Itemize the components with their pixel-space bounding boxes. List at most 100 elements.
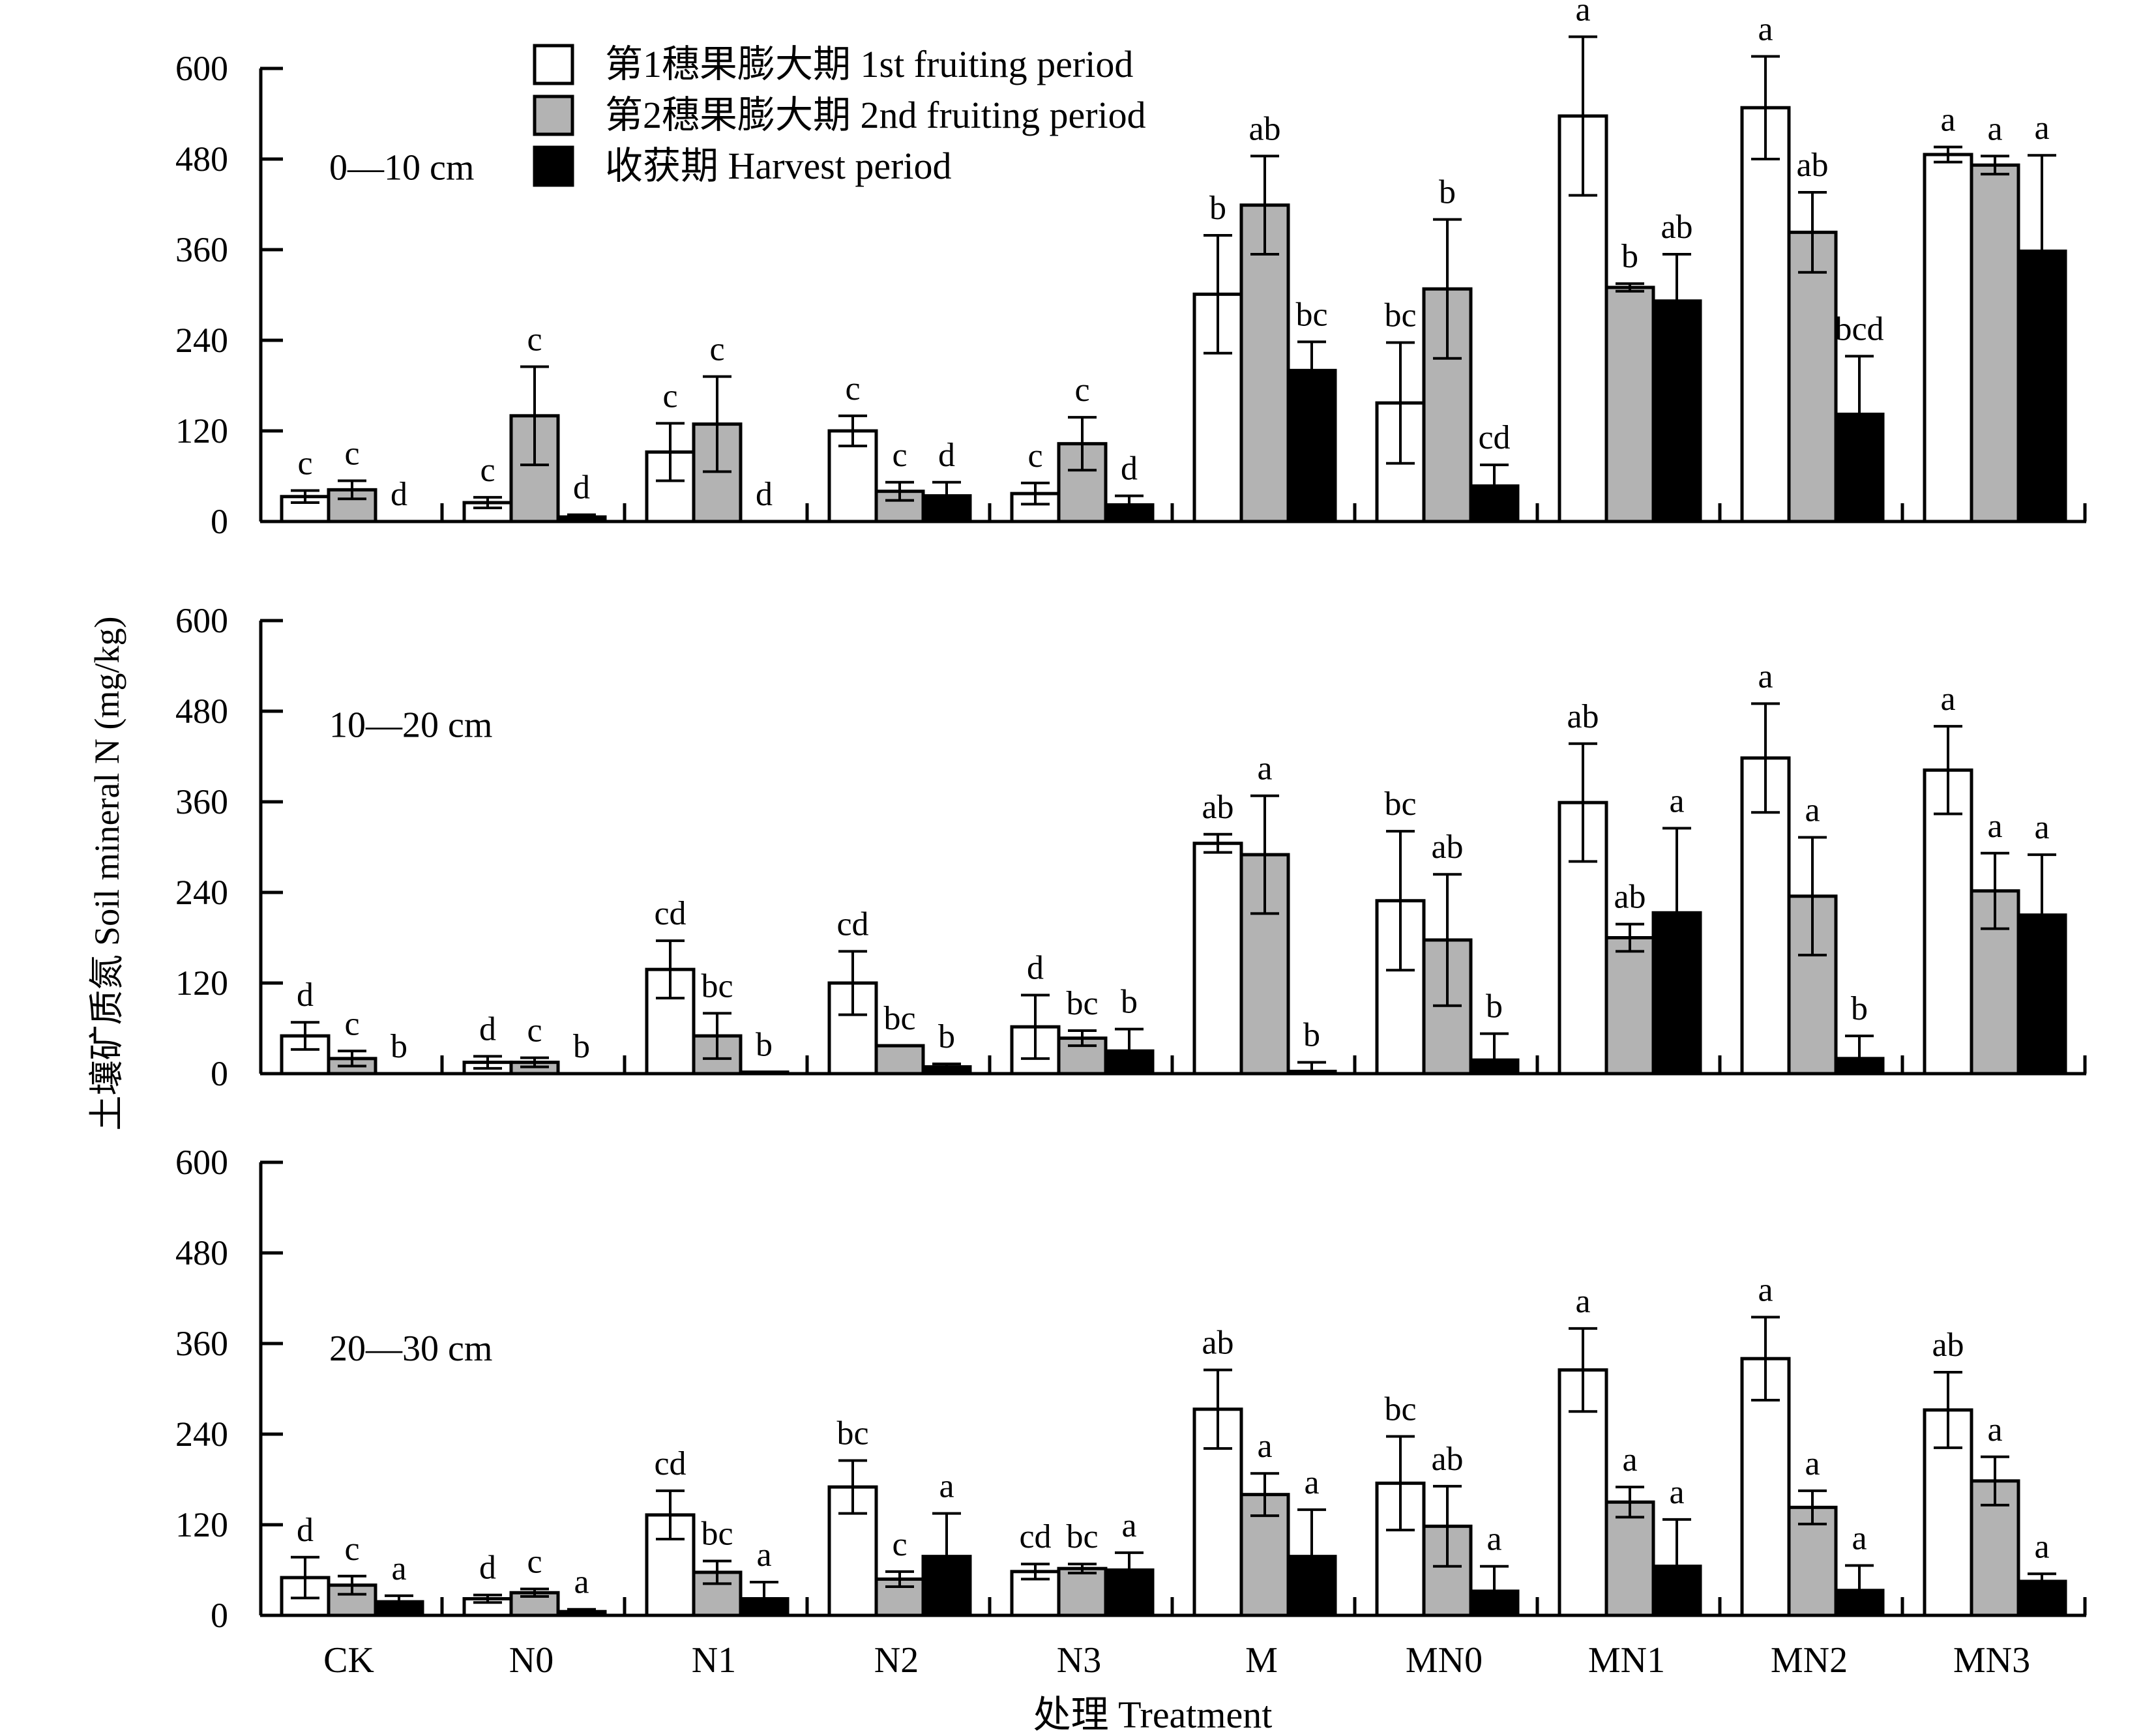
significance-letter: a [2034, 110, 2049, 147]
significance-letter: b [1851, 990, 1868, 1027]
legend-label: 第2穗果膨大期 2nd fruiting period [605, 94, 1146, 136]
significance-letter: b [1486, 988, 1503, 1025]
y-tick-label: 360 [175, 230, 228, 269]
significance-letter: a [1575, 0, 1590, 28]
y-tick-label: 600 [175, 49, 228, 88]
significance-letter: a [1805, 1445, 1820, 1482]
bar [1787, 230, 1838, 523]
significance-letter: a [1304, 1464, 1319, 1501]
x-tick-label: MN1 [1588, 1640, 1665, 1681]
panel-label: 10—20 cm [329, 705, 492, 746]
significance-letter: c [344, 1531, 359, 1568]
significance-letter: ab [1796, 147, 1828, 184]
significance-letter: ab [1202, 789, 1233, 826]
bar [1192, 842, 1243, 1076]
y-tick-label: 0 [211, 1596, 228, 1635]
significance-letter: a [1486, 1521, 1501, 1558]
bar [1787, 1505, 1838, 1617]
significance-letter: d [297, 977, 314, 1014]
significance-letter: c [709, 331, 724, 368]
bar [1604, 936, 1655, 1076]
significance-letter: cd [654, 895, 686, 932]
significance-letter: a [1257, 750, 1272, 787]
panel-label: 0—10 cm [329, 148, 474, 188]
significance-letter: a [756, 1536, 771, 1574]
significance-letter: a [1575, 1283, 1590, 1320]
significance-letter: b [573, 1028, 590, 1065]
significance-letter: a [1758, 10, 1773, 48]
significance-letter: c [662, 377, 677, 415]
legend-label: 第1穗果膨大期 1st fruiting period [605, 43, 1133, 85]
significance-letter: a [1622, 1441, 1637, 1478]
significance-letter: d [573, 469, 590, 507]
significance-letter: cd [836, 905, 868, 943]
significance-letter: a [1940, 101, 1955, 138]
significance-letter: c [480, 452, 495, 489]
y-tick-label: 360 [175, 782, 228, 821]
significance-letter: c [344, 435, 359, 472]
significance-letter: bc [1384, 786, 1416, 823]
bar [1923, 768, 1973, 1076]
legend-swatch [533, 95, 574, 136]
x-tick-label: CK [323, 1640, 374, 1681]
significance-letter: ab [1932, 1327, 1964, 1364]
significance-letter: d [479, 1010, 496, 1048]
bar [1923, 153, 1973, 523]
x-tick-label: N2 [874, 1640, 919, 1681]
x-tick-label: MN3 [1953, 1640, 2030, 1681]
significance-letter: c [527, 321, 542, 359]
significance-letter: d [479, 1550, 496, 1587]
significance-letter: a [391, 1550, 406, 1587]
significance-letter: b [756, 1027, 773, 1064]
significance-letter: ab [1248, 110, 1280, 147]
significance-letter: c [527, 1012, 542, 1050]
bar [1740, 106, 1791, 523]
significance-letter: a [574, 1564, 589, 1601]
y-tick-label: 240 [175, 873, 228, 912]
significance-letter: ab [1661, 209, 1692, 246]
significance-letter: b [1209, 190, 1226, 227]
significance-letter: c [1074, 372, 1089, 409]
significance-letter: c [892, 1526, 907, 1563]
significance-letter: d [297, 1512, 314, 1549]
significance-letter: bcd [1835, 310, 1883, 347]
significance-letter: b [938, 1018, 955, 1055]
x-axis: CK N0 N1 N2 N3 M MN0 MN1 MN2 MN3 [323, 1640, 2030, 1681]
significance-letter: d [391, 476, 407, 513]
y-tick-label: 240 [175, 1415, 228, 1454]
significance-letter: c [845, 370, 860, 407]
significance-letter: cd [1019, 1518, 1051, 1555]
x-tick-label: M [1245, 1640, 1278, 1681]
significance-letter: a [1987, 1411, 2002, 1448]
significance-letter: b [1621, 238, 1638, 275]
significance-letter: ab [1202, 1325, 1233, 1362]
significance-letter: cd [654, 1445, 686, 1482]
significance-letter: a [1669, 1474, 1684, 1511]
significance-letter: a [1987, 110, 2002, 147]
significance-letter: bc [1384, 297, 1416, 334]
y-tick-label: 480 [175, 692, 228, 731]
bar [1469, 484, 1520, 523]
significance-letter: bc [1384, 1390, 1416, 1428]
y-tick-label: 480 [175, 140, 228, 179]
significance-letter: d [938, 437, 955, 474]
significance-letter: bc [701, 967, 733, 1005]
y-tick-label: 120 [175, 963, 228, 1003]
significance-letter: ab [1614, 879, 1646, 916]
significance-letter: bc [701, 1516, 733, 1553]
significance-letter: a [1669, 783, 1684, 820]
significance-letter: b [1121, 984, 1138, 1021]
significance-letter: d [756, 476, 773, 513]
significance-letter: c [1027, 437, 1042, 475]
y-tick-label: 600 [175, 1143, 228, 1182]
significance-letter: d [1121, 450, 1138, 488]
significance-letter: a [1758, 658, 1773, 695]
y-tick-label: 600 [175, 601, 228, 640]
y-tick-label: 240 [175, 321, 228, 360]
y-tick-label: 360 [175, 1324, 228, 1363]
legend-swatch [533, 44, 574, 85]
x-tick-label: MN0 [1406, 1640, 1483, 1681]
